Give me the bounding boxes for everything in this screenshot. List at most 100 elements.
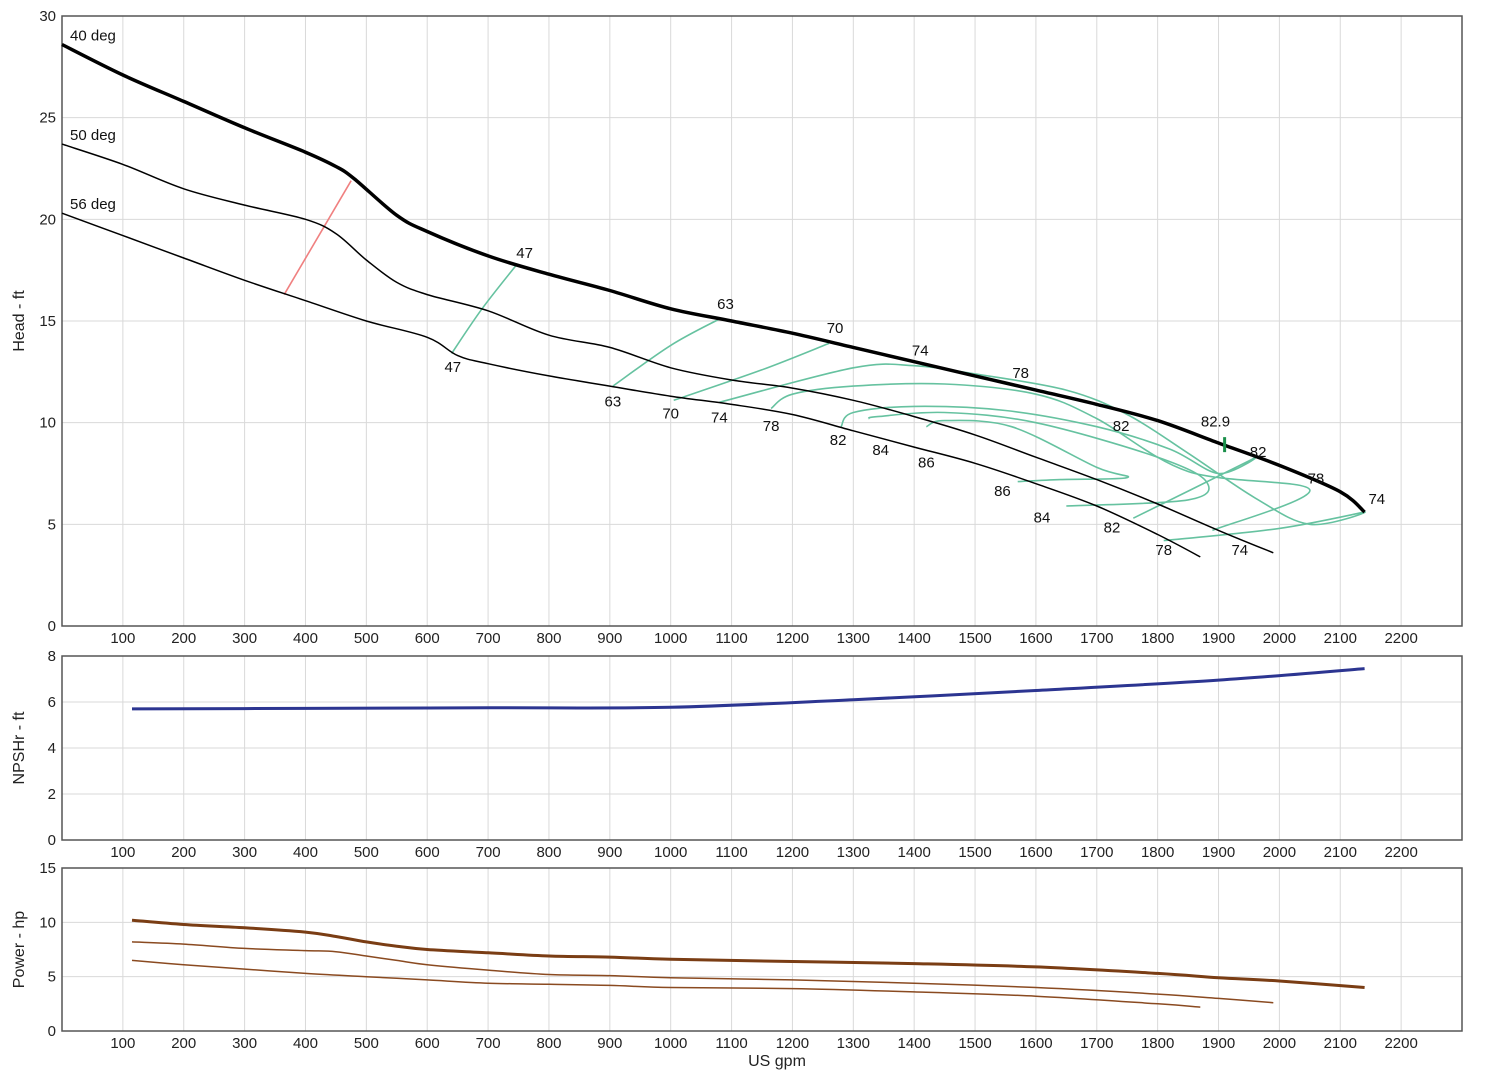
efficiency-label: 86 (994, 483, 1011, 500)
npsh-grid (62, 656, 1462, 840)
x-tick-label: 600 (415, 630, 440, 647)
y-tick-label: 0 (48, 832, 56, 849)
efficiency-contour-74 (719, 363, 1366, 542)
x-tick-label: 1300 (837, 1035, 870, 1052)
power-series-1-curve (131, 941, 1274, 1004)
x-tick-label: 300 (232, 630, 257, 647)
efficiency-label: 84 (1034, 509, 1051, 526)
x-tick-label: 1800 (1141, 844, 1174, 861)
x-tick-label: 600 (415, 844, 440, 861)
x-tick-label: 200 (171, 1035, 196, 1052)
x-tick-label: 700 (476, 1035, 501, 1052)
x-tick-label: 1700 (1080, 630, 1113, 647)
efficiency-label: 47 (516, 245, 533, 262)
y-tick-label: 15 (39, 860, 56, 877)
x-tick-label: 1000 (654, 1035, 687, 1052)
x-tick-label: 1300 (837, 844, 870, 861)
x-tick-label: 1800 (1141, 1035, 1174, 1052)
x-tick-label: 2100 (1324, 844, 1357, 861)
y-tick-label: 0 (48, 618, 56, 635)
head-panel: 100 200 300 400 500 600 700 800 900 1000 1100 1200 1… (11, 8, 1463, 647)
y-tick-label: 10 (39, 415, 56, 432)
head-grid (62, 16, 1462, 626)
x-tick-label: 1400 (897, 630, 930, 647)
x-tick-label: 1700 (1080, 1035, 1113, 1052)
50-deg-curve (61, 143, 1274, 554)
y-tick-label: 2 (48, 786, 56, 803)
x-tick-label: 300 (232, 844, 257, 861)
power-frame (61, 867, 1463, 1032)
efficiency-label: 74 (1368, 491, 1385, 508)
npsh-frame (61, 655, 1463, 841)
npsh-panel: 100 200 300 400 500 600 700 800 900 1000 1100 1200 1… (11, 648, 1463, 861)
x-tick-label: 2100 (1324, 1035, 1357, 1052)
x-tick-label: 100 (110, 844, 135, 861)
power-series-0-curve (131, 918, 1365, 989)
x-tick-label: 400 (293, 630, 318, 647)
y-tick-label: 5 (48, 516, 56, 533)
x-tick-label: 500 (354, 630, 379, 647)
efficiency-label: 82.9 (1201, 414, 1230, 431)
x-tick-label: 1100 (715, 1035, 747, 1052)
y-tick-label: 10 (39, 914, 56, 931)
efficiency-label: 63 (717, 296, 734, 313)
x-tick-label: 1900 (1202, 844, 1235, 861)
efficiency-label: 70 (662, 406, 679, 423)
x-tick-label: 300 (232, 1035, 257, 1052)
curve-label: 50 deg (70, 127, 116, 144)
y-tick-label: 8 (48, 648, 56, 665)
x-tick-label: 1500 (958, 630, 991, 647)
efficiency-label: 74 (912, 343, 929, 360)
x-tick-label: 1200 (776, 1035, 809, 1052)
efficiency-contour-70 (673, 342, 830, 402)
x-tick-label: 2000 (1263, 630, 1296, 647)
efficiency-label: 78 (1012, 365, 1029, 382)
power-series-2-curve (131, 959, 1201, 1008)
x-tick-label: 100 (110, 630, 135, 647)
x-tick-label: 1600 (1019, 630, 1052, 647)
x-tick-label: 900 (597, 844, 622, 861)
x-tick-label: 1100 (715, 844, 747, 861)
head-y-axis-title: Head - ft (11, 290, 28, 352)
x-tick-label: 1700 (1080, 844, 1113, 861)
efficiency-label: 86 (918, 454, 935, 471)
power-limit-line (283, 180, 352, 295)
efficiency-contour-82 (840, 405, 1256, 519)
efficiency-label: 74 (711, 410, 728, 427)
efficiency-contour-78 (770, 382, 1311, 532)
x-tick-label: 100 (110, 1035, 135, 1052)
y-tick-label: 5 (48, 969, 56, 986)
efficiency-label: 70 (827, 320, 844, 337)
x-tick-label: 2200 (1384, 1035, 1417, 1052)
efficiency-label: 47 (444, 359, 461, 376)
x-tick-label: 1300 (837, 630, 870, 647)
efficiency-label: 82 (1113, 418, 1130, 435)
x-tick-label: 700 (476, 844, 501, 861)
npsh-y-axis-title: NPSHr - ft (11, 711, 28, 784)
x-tick-label: 800 (536, 630, 561, 647)
efficiency-label: 74 (1231, 542, 1248, 559)
y-tick-label: 20 (39, 211, 56, 228)
y-tick-label: 25 (39, 110, 56, 127)
efficiency-label: 63 (605, 393, 622, 410)
y-tick-label: 6 (48, 694, 56, 711)
40-deg-curve (61, 42, 1366, 514)
power-grid (62, 868, 1462, 1031)
curve-label: 56 deg (70, 196, 116, 213)
x-tick-label: 1200 (776, 630, 809, 647)
x-tick-label: 400 (293, 844, 318, 861)
y-tick-label: 4 (48, 740, 56, 757)
x-tick-label: 1400 (897, 844, 930, 861)
x-tick-label: 1000 (654, 844, 687, 861)
efficiency-label: 84 (872, 442, 889, 459)
x-tick-label: 1600 (1019, 844, 1052, 861)
56-deg-curve (61, 212, 1201, 558)
x-tick-label: 1900 (1202, 630, 1235, 647)
npsh-series-0-curve (131, 667, 1365, 711)
x-tick-label: 1600 (1019, 1035, 1052, 1052)
efficiency-label: 82 (1250, 444, 1267, 461)
x-tick-label: 2200 (1384, 844, 1417, 861)
x-tick-label: 1800 (1141, 630, 1174, 647)
x-tick-label: 800 (536, 844, 561, 861)
